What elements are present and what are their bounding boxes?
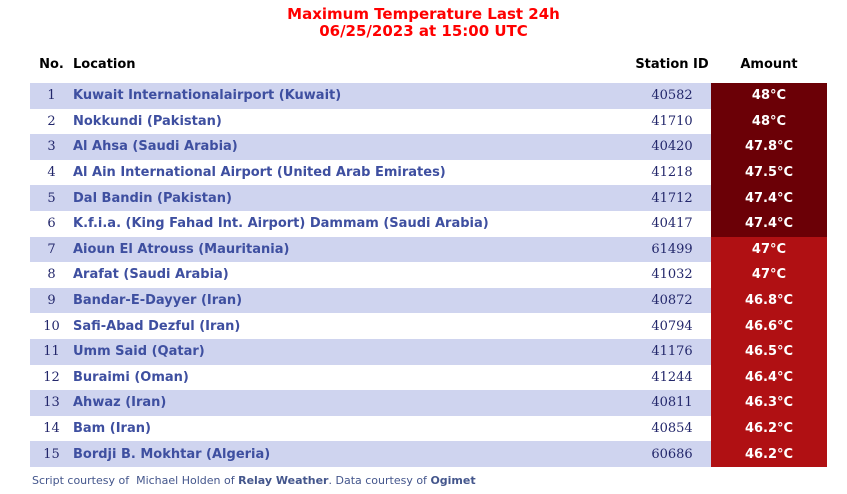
table-row: 11 Umm Said (Qatar) 41176 46.5°C	[30, 338, 827, 365]
row-amount-badge: 48°C	[711, 108, 827, 135]
table-row: 15 Bordji B. Mokhtar (Algeria) 60686 46.…	[30, 441, 827, 467]
row-station-id: 41032	[651, 267, 693, 283]
row-number: 3	[47, 139, 56, 155]
row-location: Dal Bandin (Pakistan)	[73, 190, 232, 206]
row-amount-badge: 46.6°C	[711, 313, 827, 339]
table-row: 2 Nokkundi (Pakistan) 41710 48°C	[30, 108, 827, 135]
table-row: 9 Bandar-E-Dayyer (Iran) 40872 46.8°C	[30, 287, 827, 314]
row-number: 4	[47, 165, 56, 181]
row-number: 13	[43, 395, 60, 411]
footer-link-relay-weather[interactable]: Relay Weather	[238, 474, 329, 487]
row-location: Bordji B. Mokhtar (Algeria)	[73, 446, 271, 462]
page-title: Maximum Temperature Last 24h 06/25/2023 …	[0, 0, 847, 40]
header-no: No.	[39, 56, 64, 72]
table-row: 14 Bam (Iran) 40854 46.2°C	[30, 415, 827, 442]
row-number: 7	[47, 241, 56, 257]
row-number: 11	[43, 344, 60, 360]
row-station-id: 41176	[651, 344, 693, 360]
row-number: 12	[43, 369, 60, 385]
table-row: 10 Safi-Abad Dezful (Iran) 40794 46.6°C	[30, 313, 827, 339]
row-number: 6	[47, 216, 56, 232]
row-number: 5	[47, 190, 56, 206]
row-amount-badge: 46.8°C	[711, 287, 827, 314]
row-location: Arafat (Saudi Arabia)	[73, 267, 229, 283]
row-station-id: 40582	[651, 88, 693, 104]
row-station-id: 41244	[651, 369, 693, 385]
row-location: Al Ain International Airport (United Ara…	[73, 165, 446, 181]
row-amount-badge: 46.2°C	[711, 441, 827, 467]
row-number: 1	[47, 88, 56, 104]
row-amount-badge: 47.5°C	[711, 159, 827, 186]
row-amount-badge: 47°C	[711, 236, 827, 263]
row-amount-badge: 48°C	[711, 83, 827, 109]
row-station-id: 60686	[651, 446, 693, 462]
row-location: Kuwait Internationalairport (Kuwait)	[73, 88, 342, 104]
row-location: Aioun El Atrouss (Mauritania)	[73, 241, 290, 257]
row-number: 8	[47, 267, 56, 283]
row-amount-badge: 46.3°C	[711, 390, 827, 416]
table-row: 12 Buraimi (Oman) 41244 46.4°C	[30, 364, 827, 391]
row-number: 15	[43, 446, 60, 462]
table-row: 1 Kuwait Internationalairport (Kuwait) 4…	[30, 83, 827, 109]
row-location: Bandar-E-Dayyer (Iran)	[73, 293, 243, 309]
row-amount-badge: 46.4°C	[711, 364, 827, 391]
header-location: Location	[73, 56, 136, 72]
row-station-id: 40420	[651, 139, 693, 155]
row-location: Umm Said (Qatar)	[73, 344, 205, 360]
footer-link-ogimet[interactable]: Ogimet	[430, 474, 476, 487]
footer-text: . Data courtesy of	[328, 474, 431, 487]
row-station-id: 40811	[651, 395, 693, 411]
row-station-id: 40417	[651, 216, 693, 232]
table-row: 13 Ahwaz (Iran) 40811 46.3°C	[30, 390, 827, 416]
row-amount-badge: 47.4°C	[711, 210, 827, 237]
row-amount-badge: 46.5°C	[711, 338, 827, 365]
header-station-id: Station ID	[635, 56, 709, 72]
table-row: 3 Al Ahsa (Saudi Arabia) 40420 47.8°C	[30, 134, 827, 160]
table-row: 7 Aioun El Atrouss (Mauritania) 61499 47…	[30, 236, 827, 263]
title-line-1: Maximum Temperature Last 24h	[287, 5, 560, 23]
title-line-2: 06/25/2023 at 15:00 UTC	[319, 22, 528, 40]
row-number: 2	[47, 113, 56, 129]
temperature-table: No. Location Station ID Amount 1 Kuwait …	[30, 45, 827, 467]
row-station-id: 40872	[651, 293, 693, 309]
row-number: 9	[47, 293, 56, 309]
row-station-id: 41710	[651, 113, 693, 129]
row-amount-badge: 47°C	[711, 262, 827, 288]
row-location: Bam (Iran)	[73, 421, 151, 437]
row-amount-badge: 47.4°C	[711, 185, 827, 211]
row-number: 14	[43, 421, 60, 437]
table-row: 5 Dal Bandin (Pakistan) 41712 47.4°C	[30, 185, 827, 211]
row-location: Safi-Abad Dezful (Iran)	[73, 318, 241, 334]
table-row: 6 K.f.i.a. (King Fahad Int. Airport) Dam…	[30, 210, 827, 237]
row-station-id: 41218	[651, 165, 693, 181]
table-row: 8 Arafat (Saudi Arabia) 41032 47°C	[30, 262, 827, 288]
row-station-id: 40854	[651, 421, 693, 437]
table-header: No. Location Station ID Amount	[30, 45, 827, 83]
row-amount-badge: 47.8°C	[711, 134, 827, 160]
row-station-id: 61499	[651, 241, 693, 257]
row-number: 10	[43, 318, 60, 334]
row-station-id: 41712	[651, 190, 693, 206]
footer-text: Script courtesy of Michael Holden of	[32, 474, 239, 487]
row-location: Al Ahsa (Saudi Arabia)	[73, 139, 238, 155]
row-location: Ahwaz (Iran)	[73, 395, 167, 411]
table-body: 1 Kuwait Internationalairport (Kuwait) 4…	[30, 83, 827, 467]
row-location: K.f.i.a. (King Fahad Int. Airport) Damma…	[73, 216, 489, 232]
row-location: Buraimi (Oman)	[73, 369, 189, 385]
row-amount-badge: 46.2°C	[711, 415, 827, 442]
row-station-id: 40794	[651, 318, 693, 334]
footer-credits: Script courtesy of Michael Holden of Rel…	[32, 474, 476, 487]
row-location: Nokkundi (Pakistan)	[73, 113, 222, 129]
table-row: 4 Al Ain International Airport (United A…	[30, 159, 827, 186]
header-amount: Amount	[740, 56, 798, 72]
